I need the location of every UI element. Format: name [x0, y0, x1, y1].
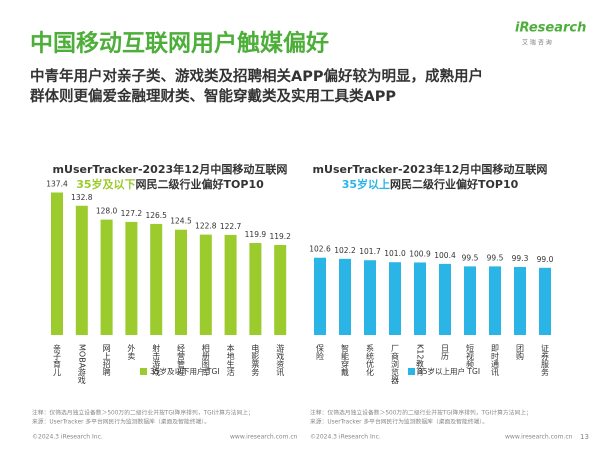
bar: [364, 260, 376, 335]
x-tick-label: 日历: [441, 344, 450, 361]
value-label: 102.2: [334, 246, 356, 255]
website: www.iresearch.com.cn: [230, 434, 298, 441]
bar: [199, 234, 212, 335]
slide-title: 中国移动互联网用户触媒偏好: [30, 30, 329, 57]
note: 注释：仅筛选月独立设备数＞500万的二级行业并按TGI降序排列，TGI计算方法同…: [310, 409, 532, 417]
bar: [125, 221, 138, 335]
x-tick-label: MOBA游戏: [77, 344, 86, 385]
value-label: 122.8: [195, 222, 217, 231]
note: 注释：仅筛选月独立设备数＞500万的二级行业并按TGI降序排列，TGI计算方法同…: [32, 409, 254, 417]
x-tick-label: 短视频: [466, 343, 475, 369]
x-tick-label: 相册图库: [201, 343, 210, 377]
value-label: 101.7: [359, 247, 381, 256]
value-label: 119.2: [269, 232, 291, 241]
note: 来源：UserTracker 多平台网民行为监测数据库（桌面及智能终端）。: [310, 418, 488, 426]
title-highlight: 35岁以上: [342, 177, 390, 191]
legend-label: 35岁及以下用户 TGI: [150, 366, 220, 376]
x-tick-label: 游戏资讯: [276, 343, 285, 377]
value-label: 101.0: [384, 249, 406, 258]
title-highlight: 35岁及以下: [76, 177, 135, 191]
bar: [274, 245, 287, 335]
legend-label: 35岁以上用户 TGI: [418, 366, 480, 376]
title-rest: 网民二级行业偏好TOP10: [136, 177, 265, 191]
bar: [314, 257, 326, 335]
bar: [389, 262, 401, 335]
subtitle: 群体则更偏爱金融理财类、智能穿戴类及实用工具类APP: [30, 87, 396, 105]
bar: [489, 266, 501, 335]
chart-title: mUserTracker-2023年12月中国移动互联网: [53, 162, 288, 176]
x-tick-label: 电影票务: [251, 343, 260, 377]
value-label: 137.4: [46, 180, 68, 189]
copyright: ©2024.3 iResearch Inc.: [32, 434, 103, 441]
subtitle: 中青年用户对亲子类、游戏类及招聘相关APP偏好较为明显，成熟用户: [30, 67, 483, 85]
logo-sub: 艾 瑞 咨 询: [522, 39, 552, 47]
bar: [51, 192, 63, 335]
legend-swatch: [408, 368, 415, 375]
legend-swatch: [140, 368, 147, 375]
value-label: 128.0: [96, 207, 118, 216]
value-label: 99.5: [487, 253, 504, 262]
copyright: ©2024.3 iResearch Inc.: [310, 434, 381, 441]
bar: [100, 219, 113, 335]
bar: [150, 223, 163, 335]
bar: [414, 262, 426, 335]
bar: [75, 205, 88, 335]
x-tick-label: 经营管理: [177, 343, 186, 376]
website: www.iresearch.com.cn: [505, 434, 573, 441]
value-label: 127.2: [121, 209, 143, 218]
chart-subtitle: 35岁以上网民二级行业偏好TOP10: [342, 177, 519, 191]
value-label: 99.5: [462, 253, 479, 262]
bar: [514, 266, 526, 335]
x-tick-label: 团购: [516, 344, 525, 361]
bar: [339, 258, 351, 335]
bar: [464, 266, 476, 335]
value-label: 119.9: [245, 230, 267, 239]
x-tick-label: 网上招聘: [102, 344, 111, 377]
logo: iResearch: [515, 21, 586, 36]
value-label: 100.9: [409, 249, 431, 258]
x-tick-label: 系统优化: [366, 343, 375, 377]
bar: [539, 267, 551, 335]
x-tick-label: 证券服务: [541, 344, 550, 377]
x-tick-label: 射击游戏: [152, 343, 161, 377]
x-tick-label: 厂商浏览器: [391, 344, 400, 385]
bar: [249, 242, 262, 335]
x-tick-label: 智能穿戴: [341, 343, 350, 377]
value-label: 102.6: [309, 245, 331, 254]
x-tick-label: 即时通讯: [491, 344, 500, 377]
title-rest: 网民二级行业偏好TOP10: [390, 177, 519, 191]
x-tick-label: 亲子育儿: [53, 343, 62, 377]
bar: [439, 263, 451, 335]
x-tick-label: 本地生活: [226, 343, 235, 377]
page-number: 13: [580, 433, 589, 441]
value-label: 99.3: [512, 254, 529, 263]
x-tick-label: 保险: [316, 343, 325, 361]
value-label: 124.5: [170, 217, 192, 226]
value-label: 132.8: [71, 193, 93, 202]
value-label: 126.5: [145, 211, 167, 220]
value-label: 100.4: [434, 251, 456, 260]
note: 来源：UserTracker 多平台网民行为监测数据库（桌面及智能终端）。: [32, 418, 210, 426]
bar: [175, 229, 187, 335]
chart-title: mUserTracker-2023年12月中国移动互联网: [313, 162, 548, 176]
x-tick-label: K12教育: [416, 344, 425, 376]
bar: [224, 234, 237, 335]
x-tick-label: 外卖: [127, 343, 136, 361]
value-label: 122.7: [220, 222, 242, 231]
chart-subtitle: 35岁及以下网民二级行业偏好TOP10: [76, 177, 264, 191]
value-label: 99.0: [537, 255, 554, 264]
